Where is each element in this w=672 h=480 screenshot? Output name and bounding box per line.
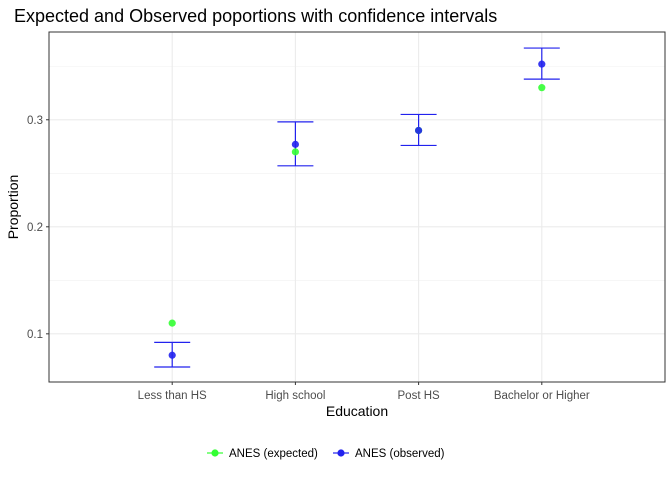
x-tick-label: Post HS	[398, 390, 441, 402]
y-tick-label: 0.2	[27, 222, 43, 234]
data-marks	[154, 47, 560, 368]
axis-ticks: 0.1 0.2 0.3 Less than HS High school Post HS B…	[27, 115, 590, 402]
data-point	[291, 148, 299, 156]
legend-key-point	[211, 449, 219, 457]
data-point	[291, 140, 299, 148]
data-point	[538, 84, 546, 92]
legend-key-point	[337, 449, 345, 457]
y-tick-label: 0.1	[27, 329, 43, 341]
x-tick-label: Less than HS	[138, 390, 207, 402]
legend-label: ANES (expected)	[229, 448, 318, 460]
y-tick-label: 0.3	[27, 115, 43, 127]
data-point	[168, 351, 176, 359]
grid-lines	[49, 32, 665, 382]
x-tick-label: High school	[265, 390, 325, 402]
data-point	[415, 126, 423, 135]
chart-title: Expected and Observed poportions with co…	[14, 6, 497, 26]
legend-label: ANES (observed)	[355, 448, 445, 460]
x-tick-label: Bachelor or Higher	[494, 390, 590, 402]
y-axis-title: Proportion	[5, 175, 21, 240]
data-point	[168, 319, 176, 327]
x-axis-title: Education	[326, 403, 388, 419]
plot-panel	[49, 32, 665, 382]
legend: ANES (expected) ANES (observed)	[207, 448, 445, 460]
data-point	[538, 60, 546, 68]
plot-border	[48, 31, 666, 383]
